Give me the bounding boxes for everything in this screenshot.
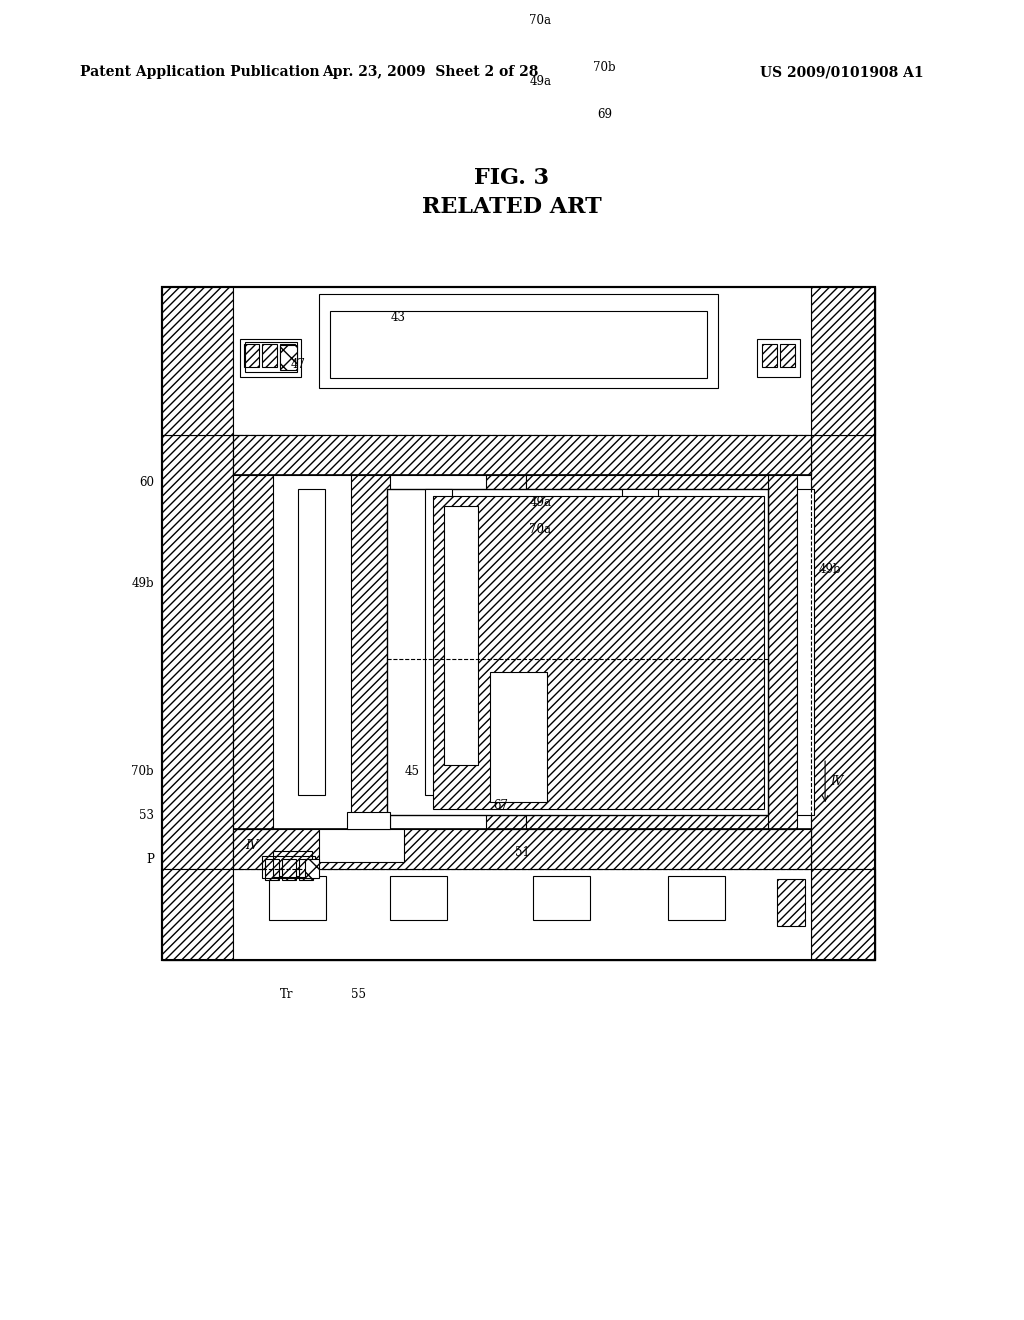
Bar [233,436,811,475]
Bar [811,436,874,869]
Bar [390,876,447,920]
Bar [233,436,811,869]
Text: 49b: 49b [819,564,842,576]
Text: 70b: 70b [131,766,154,777]
Text: FIG. 3: FIG. 3 [474,168,550,189]
Bar [351,475,390,829]
Bar [811,286,874,436]
Bar [433,495,765,809]
Bar [330,310,708,378]
Bar [233,869,811,960]
Text: 45: 45 [404,766,420,777]
Bar [776,879,805,927]
Bar [390,475,486,829]
Text: IV: IV [246,840,258,853]
Text: Patent Application Publication: Patent Application Publication [80,65,319,79]
Text: 55: 55 [350,989,366,1002]
Bar [622,488,657,688]
Bar [525,475,768,829]
Bar [233,829,811,869]
Bar [280,345,297,370]
Bar [318,829,404,862]
Bar [246,342,297,372]
Bar [489,672,547,801]
Bar [318,294,718,388]
Bar [811,869,874,960]
Bar [265,859,280,879]
Bar [262,345,276,367]
Bar [797,488,814,816]
Bar [233,286,811,436]
Text: 67: 67 [494,799,509,812]
Bar [762,345,777,367]
Bar [304,859,318,878]
Text: Tr: Tr [280,989,294,1002]
Bar [669,876,725,920]
Bar [425,488,452,795]
Text: RELATED ART: RELATED ART [422,195,602,218]
Bar [162,869,874,960]
Text: 47: 47 [291,358,305,371]
Bar [525,475,768,829]
Text: 60: 60 [139,475,154,488]
Text: Apr. 23, 2009  Sheet 2 of 28: Apr. 23, 2009 Sheet 2 of 28 [322,65,539,79]
Text: 49b: 49b [131,577,154,590]
Text: 70b: 70b [593,61,616,74]
Bar [486,475,525,829]
Text: 70a: 70a [529,15,551,28]
Text: P: P [146,853,154,866]
Text: IV: IV [830,775,843,788]
Bar [269,876,326,920]
Text: US 2009/0101908 A1: US 2009/0101908 A1 [760,65,924,79]
Bar [241,339,301,376]
Text: 43: 43 [390,310,406,323]
Text: 53: 53 [139,809,154,822]
Bar [162,436,233,869]
Bar [162,286,233,436]
Bar [162,286,874,960]
Bar [768,475,797,829]
Bar [780,345,796,367]
Bar [387,488,768,816]
Bar [532,876,590,920]
Bar [262,855,315,878]
Text: 69: 69 [597,108,612,121]
Bar [272,475,351,829]
Bar [283,859,296,879]
Text: 51: 51 [515,846,529,859]
Bar [162,286,874,436]
Bar [162,869,233,960]
Bar [758,339,800,376]
Text: 49a: 49a [529,75,551,88]
Bar [298,488,326,795]
Bar [443,506,478,764]
Bar [299,859,313,879]
Bar [272,851,311,878]
Bar [162,286,874,960]
Bar [233,475,272,829]
Text: 49a: 49a [529,496,551,510]
Bar [347,812,390,829]
Bar [244,345,259,367]
Bar [280,345,295,367]
Text: 70a: 70a [529,523,551,536]
